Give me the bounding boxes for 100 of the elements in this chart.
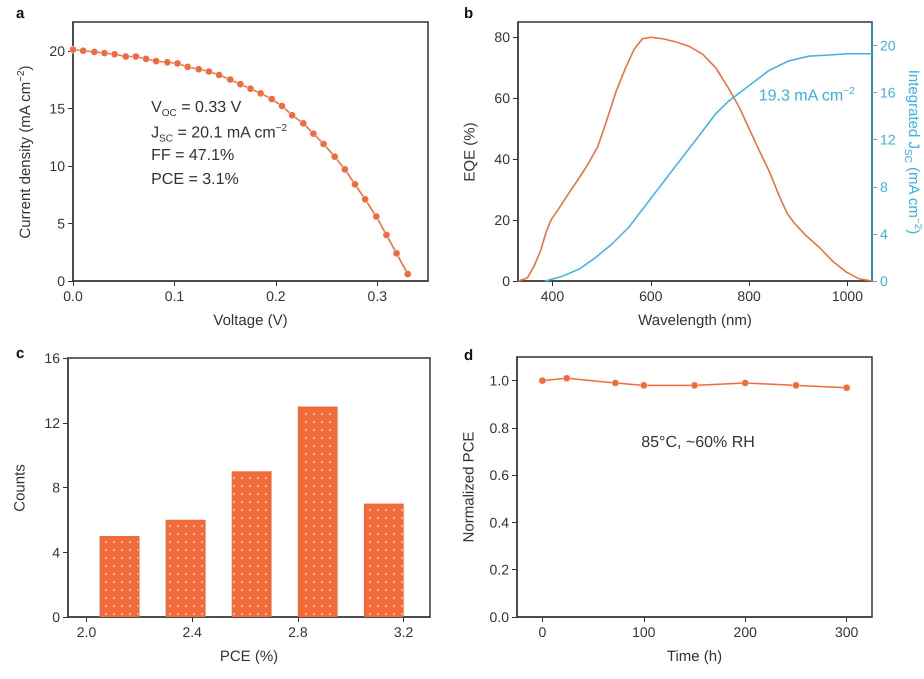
y2-tick-label: 12 [880, 132, 896, 148]
point [246, 85, 254, 93]
point [741, 379, 749, 387]
point [122, 52, 130, 60]
y-tick-label: 0.4 [490, 514, 510, 530]
point [215, 71, 223, 79]
chart-title: a [16, 5, 24, 22]
point [268, 95, 276, 103]
point [90, 48, 98, 56]
x-axis-title: Time (h) [666, 648, 722, 665]
y-tick-label: 5 [57, 215, 66, 232]
point [640, 382, 648, 390]
y-tick-label: 10 [49, 158, 66, 174]
point [538, 376, 546, 384]
y-tick-label: 40 [494, 151, 510, 168]
x-tick-label: 0.1 [164, 288, 184, 304]
point [382, 231, 390, 239]
y-tick-label: 15 [49, 100, 66, 116]
point [174, 60, 182, 68]
y-axis-title: Counts [12, 464, 28, 512]
point [100, 49, 108, 57]
point [612, 379, 620, 387]
y-tick-label: 0.0 [490, 609, 510, 625]
point [351, 180, 359, 188]
point [152, 57, 160, 65]
y-axis-title: EQE (%) [462, 122, 478, 182]
point [341, 166, 349, 174]
annotation: 19.3 mA cm$^{−2}$ [758, 86, 855, 104]
y-tick-label: 0 [57, 273, 66, 289]
chart-title: d [464, 347, 474, 364]
x-tick-label: 800 [737, 288, 761, 304]
y-tick-label: 0.8 [490, 420, 510, 436]
y-tick-label: 80 [494, 29, 510, 46]
y-tick-label: 0.2 [490, 562, 510, 578]
y2-tick-label: 8 [880, 178, 888, 195]
y-tick-label: 20 [49, 42, 66, 59]
y2-tick-label: 16 [880, 84, 896, 101]
x-tick-label: 2.0 [76, 624, 96, 640]
y-tick-label: 1.0 [490, 372, 510, 389]
point [792, 382, 800, 390]
annotation: J$_{SC}$ = 20.1 mA cm$^{−2}$ [151, 122, 288, 144]
point [330, 152, 338, 160]
x-tick-label: 600 [639, 288, 663, 304]
y-tick-label: 8 [52, 480, 60, 496]
x-axis-title: PCE (%) [220, 648, 278, 665]
x-tick-label: 0.3 [368, 288, 388, 304]
annotation: V$_{OC}$ = 0.33 V [151, 98, 242, 119]
annotation: FF = 47.1% [151, 146, 234, 164]
point [372, 212, 380, 220]
y-tick-label: 16 [44, 350, 60, 366]
point [392, 250, 400, 258]
point [236, 80, 244, 88]
point [226, 76, 234, 84]
x-tick-label: 200 [734, 624, 758, 640]
y-tick-label: 0.6 [490, 467, 510, 484]
y-tick-label: 4 [52, 544, 60, 560]
x-tick-label: 300 [834, 624, 859, 640]
x-axis-title: Wavelength (nm) [638, 312, 752, 329]
point [562, 374, 570, 382]
y2-tick-label: 4 [880, 226, 888, 242]
point [278, 102, 286, 110]
y-axis-title: Normalized PCE [460, 432, 478, 542]
point [142, 55, 150, 63]
y-tick-label: 12 [44, 414, 60, 431]
x-tick-label: 100 [632, 624, 656, 640]
y2-tick-label: 20 [880, 38, 896, 54]
x-axis-title: Voltage (V) [213, 312, 288, 329]
y-tick-label: 60 [494, 90, 510, 106]
point [195, 65, 203, 73]
y-tick-label: 0 [52, 609, 60, 625]
y-tick-label: 20 [494, 212, 510, 228]
point [310, 130, 318, 138]
point [320, 140, 328, 148]
x-tick-label: 0.2 [266, 288, 286, 304]
point [69, 46, 77, 54]
point [256, 90, 264, 98]
point [132, 52, 140, 60]
point [110, 50, 118, 58]
point [300, 120, 307, 128]
annotation: PCE = 3.1% [151, 170, 239, 188]
y-tick-label: 0 [502, 273, 510, 289]
point [842, 384, 850, 392]
point [288, 111, 296, 119]
x-tick-label: 0 [538, 624, 546, 640]
point [164, 58, 172, 66]
point [79, 47, 87, 55]
y2-tick-label: 0 [880, 273, 888, 289]
point [205, 68, 213, 76]
annotation: 85°C, ~60% RH [641, 434, 755, 451]
x-tick-label: 2.8 [288, 624, 308, 640]
point [404, 270, 412, 278]
x-tick-label: 400 [540, 288, 564, 304]
chart-title: c [16, 345, 24, 362]
chart-title: b [464, 5, 474, 22]
point [361, 196, 369, 204]
x-tick-label: 1000 [832, 288, 864, 304]
x-tick-label: 3.2 [394, 624, 414, 640]
point [690, 382, 698, 390]
point [184, 63, 192, 71]
x-tick-label: 2.4 [182, 624, 202, 640]
